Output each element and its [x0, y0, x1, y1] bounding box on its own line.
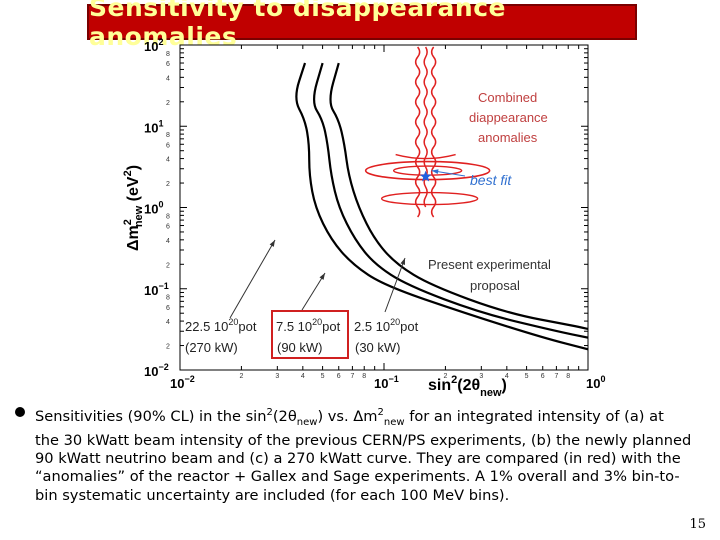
anomaly-region	[364, 46, 491, 218]
arrow-270kw	[229, 239, 276, 319]
y-tick-label: 10−1	[144, 281, 169, 298]
y-axis-label: Δm2new (eV2)	[122, 165, 145, 251]
x-minor-label: 5	[525, 373, 529, 380]
arrow-270kw-head	[269, 240, 275, 247]
anomaly-contour-lower	[380, 191, 479, 206]
svg-text:Combined: Combined	[478, 90, 537, 105]
y-tick-label: 102	[144, 37, 163, 54]
x-minor-label: 2	[239, 373, 243, 380]
x-tick-label: 10−1	[374, 374, 399, 391]
svg-text:anomalies: anomalies	[478, 130, 538, 145]
x-minor-label: 6	[337, 373, 341, 380]
anomaly-edge-left	[414, 46, 421, 218]
arrow-90kw	[301, 272, 326, 311]
anomaly-core	[423, 46, 428, 208]
x-minor-label: 7	[554, 373, 558, 380]
y-tick-label: 10−2	[144, 362, 169, 379]
y-minor-label: 8	[166, 295, 170, 302]
label-30kw-power: (30 kW)	[355, 340, 401, 355]
caption-text: Sensitivities (90% CL) in the sin2(2θnew…	[35, 407, 692, 504]
x-minor-label: 2	[443, 373, 447, 380]
label-270kw-power: (270 kW)	[185, 340, 238, 355]
anomaly-annotation: Combined diappearance anomalies	[469, 90, 548, 145]
sensitivity-curve-2	[329, 62, 588, 331]
bullet-icon	[15, 407, 25, 417]
sensitivity-curve-1	[312, 62, 588, 339]
sensitivity-curve-0	[295, 62, 588, 351]
x-minor-label: 4	[505, 373, 509, 380]
y-tick-label: 101	[144, 118, 163, 135]
svg-text:diappearance: diappearance	[469, 110, 548, 125]
label-270kw: 22.5 1020pot	[185, 317, 257, 334]
y-minor-label: 2	[166, 262, 170, 269]
y-tick-label: 100	[144, 200, 163, 217]
arrow-30kw	[384, 257, 406, 313]
anomaly-contour-upper	[395, 153, 456, 160]
y-minor-label: 6	[166, 224, 170, 231]
caption: Sensitivities (90% CL) in the sin2(2θnew…	[12, 404, 692, 505]
x-minor-label: 7	[350, 373, 354, 380]
y-minor-label: 6	[166, 61, 170, 68]
x-tick-label: 10−2	[170, 374, 195, 391]
x-minor-label: 8	[566, 373, 570, 380]
arrow-30kw-head	[400, 258, 405, 265]
axis-ticks: 2 4 6 8 2 4 6 8 2 4 6 8 2 4 6 8 2 3 4 5 6 7 8 2 3 4 5 6 7 8 10−2 10−1 10…	[144, 37, 605, 391]
sensitivity-curves	[295, 62, 588, 351]
slide-title: Sensitivity to disappearance anomalies	[89, 0, 506, 51]
x-minor-label: 4	[301, 373, 305, 380]
proposal-annotation: Present experimental proposal	[428, 257, 551, 293]
x-minor-label: 6	[541, 373, 545, 380]
y-minor-label: 6	[166, 142, 170, 149]
best-fit-arrow-head	[431, 169, 439, 175]
arrow-90kw-head	[319, 273, 325, 280]
x-minor-label: 3	[275, 373, 279, 380]
x-minor-label: 5	[321, 373, 325, 380]
y-minor-label: 2	[166, 100, 170, 107]
label-30kw: 2.5 1020pot	[354, 317, 419, 334]
best-fit-label: best fit	[470, 172, 512, 188]
intensity-labels: 22.5 1020pot (270 kW) 7.5 1020pot (90 kW…	[185, 317, 419, 355]
x-tick-label: 100	[586, 374, 605, 391]
y-minor-label: 8	[166, 51, 170, 58]
label-90kw: 7.5 1020pot	[276, 317, 341, 334]
svg-text:Present experimental: Present experimental	[428, 257, 551, 272]
y-minor-label: 2	[166, 344, 170, 351]
y-minor-label: 8	[166, 132, 170, 139]
highlight-90kw-box	[271, 310, 349, 359]
y-minor-label: 6	[166, 305, 170, 312]
x-minor-label: 8	[362, 373, 366, 380]
annotation-arrows	[229, 169, 466, 319]
title-banner: Sensitivity to disappearance anomalies	[87, 0, 637, 51]
label-90kw-power: (90 kW)	[277, 340, 323, 355]
best-fit-star-icon	[419, 170, 432, 182]
y-minor-label: 4	[166, 238, 170, 245]
page-number: 15	[689, 517, 706, 532]
y-minor-label: 2	[166, 181, 170, 188]
x-minor-label: 3	[479, 373, 483, 380]
y-minor-label: 4	[166, 75, 170, 82]
sensitivity-plot: 2 4 6 8 2 4 6 8 2 4 6 8 2 4 6 8 2 3 4 5 6 7 8 2 3 4 5 6 7 8 10−2 10−1 10…	[122, 37, 605, 399]
x-axis-label: sin2(2θnew)	[428, 374, 507, 399]
svg-text:proposal: proposal	[470, 278, 520, 293]
y-minor-label: 4	[166, 319, 170, 326]
anomaly-edge-right	[430, 46, 437, 218]
y-minor-label: 8	[166, 213, 170, 220]
y-minor-label: 4	[166, 157, 170, 164]
